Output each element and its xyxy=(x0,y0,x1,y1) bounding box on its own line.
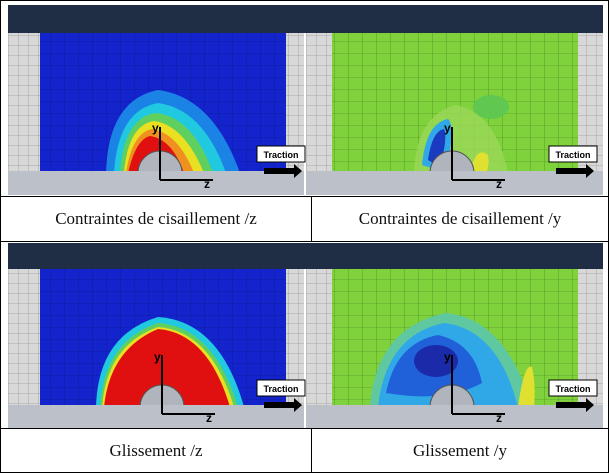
top-simulation-image: y z Traction y xyxy=(8,5,603,195)
panel-slip-z: y z Traction xyxy=(8,269,306,428)
header-band xyxy=(8,5,603,33)
traction-label: Traction xyxy=(555,384,590,394)
table-rule-2 xyxy=(0,241,609,242)
caption-shear-stress-z: Contraintes de cisaillement /z xyxy=(1,197,311,241)
table-border-left xyxy=(0,0,1,473)
axis-z-label: z xyxy=(496,411,502,425)
header-band xyxy=(8,243,603,269)
traction-box xyxy=(548,145,598,163)
table-rule-1 xyxy=(0,196,609,197)
traction-label: Traction xyxy=(263,384,298,394)
traction-label: Traction xyxy=(263,150,298,160)
table-border-top xyxy=(0,0,609,1)
traction-arrow xyxy=(556,398,594,412)
traction-box xyxy=(256,145,306,163)
traction-arrow xyxy=(556,164,594,178)
table-rule-3 xyxy=(0,428,609,429)
axis-y-label: y xyxy=(152,121,159,135)
bottom-simulation-image: y z Traction y z xyxy=(8,243,603,428)
traction-arrow xyxy=(264,398,302,412)
traction-box xyxy=(256,379,306,397)
caption-slip-y: Glissement /y xyxy=(312,429,608,472)
axis-z-label: z xyxy=(204,177,210,191)
panel-shear-y: y z Traction xyxy=(306,33,603,195)
bottom-simulation-svg: y z Traction y z xyxy=(8,243,603,428)
table-rule-mid-top xyxy=(311,196,312,241)
top-simulation-svg: y z Traction y xyxy=(8,5,603,195)
axis-y-label: y xyxy=(444,121,451,135)
traction-label: Traction xyxy=(555,150,590,160)
axis-z-label: z xyxy=(496,177,502,191)
caption-shear-stress-y: Contraintes de cisaillement /y xyxy=(312,197,608,241)
traction-box xyxy=(548,379,598,397)
axis-y-label: y xyxy=(154,350,161,364)
traction-arrow xyxy=(264,164,302,178)
axis-z-label: z xyxy=(206,411,212,425)
panel-slip-y: y z Traction xyxy=(306,269,603,428)
panel-shear-z: y z Traction xyxy=(8,33,306,195)
caption-slip-z: Glissement /z xyxy=(1,429,311,472)
table-rule-mid-bottom xyxy=(311,428,312,473)
axis-y-label: y xyxy=(444,350,451,364)
